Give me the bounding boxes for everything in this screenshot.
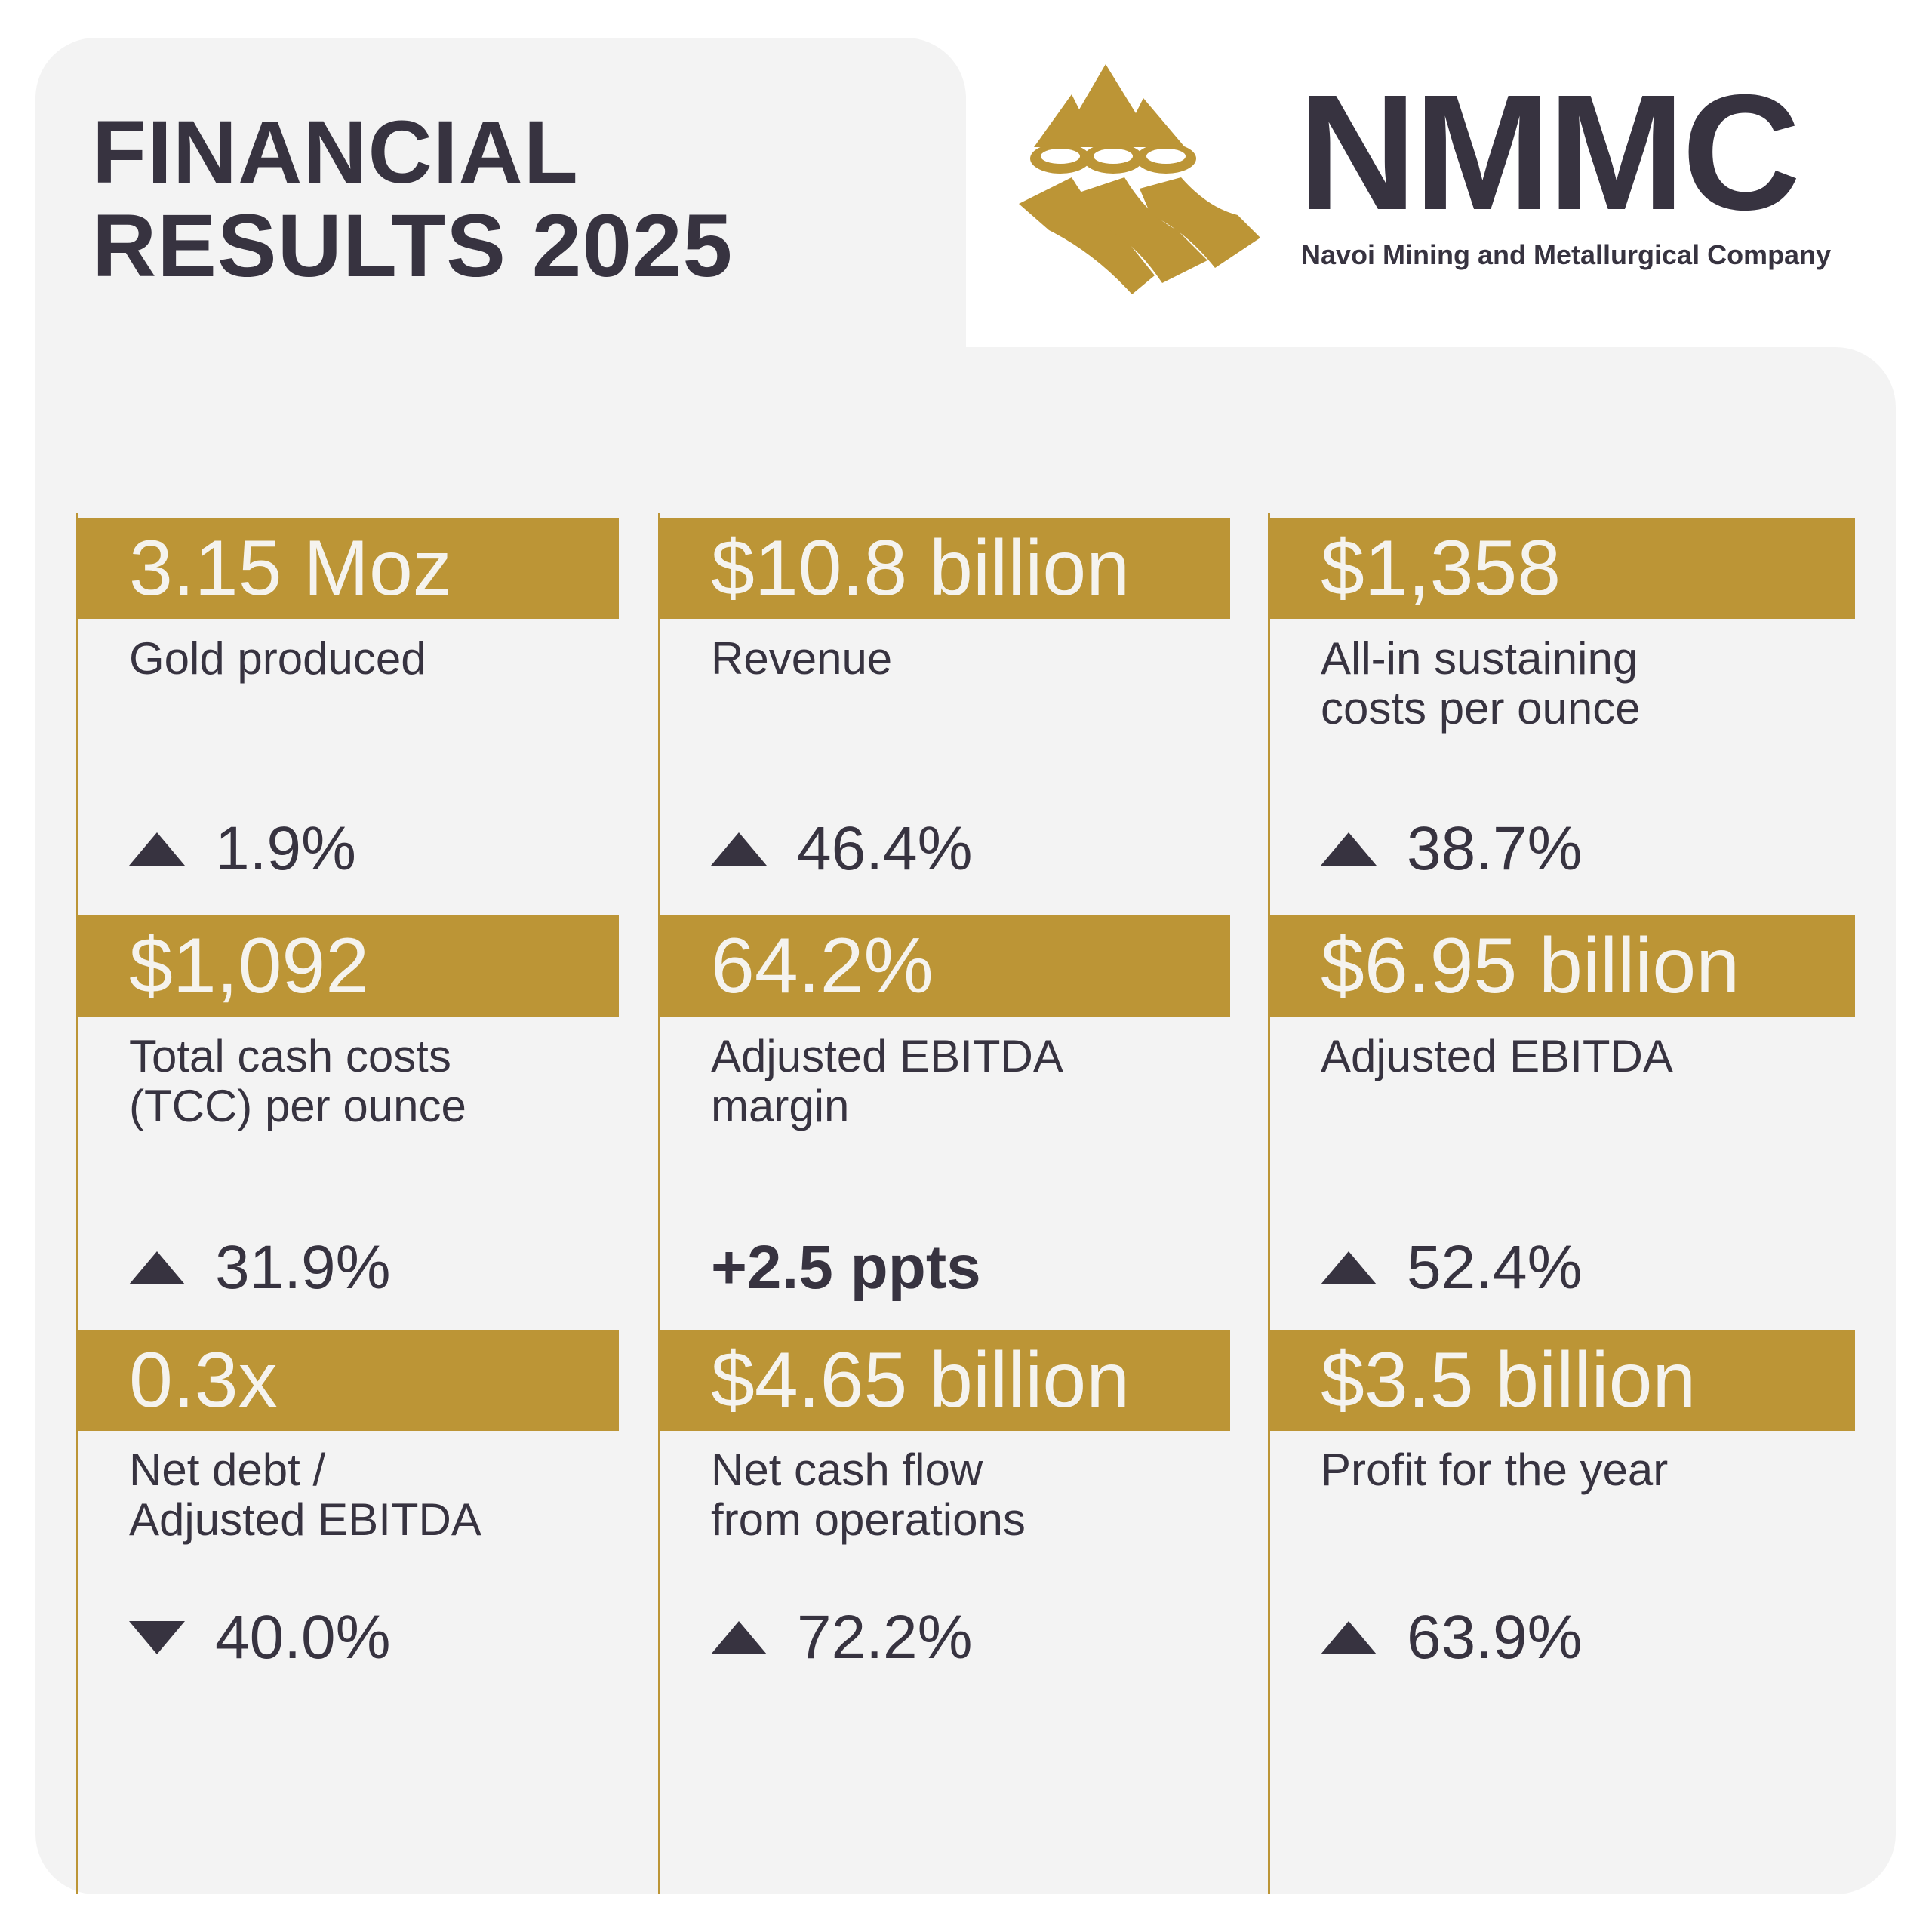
triangle-up-icon	[129, 832, 185, 866]
metric-label: Profit for the year	[1321, 1444, 1669, 1495]
metric-change: 40.0%	[129, 1604, 391, 1672]
metric-label: Revenue	[711, 633, 893, 684]
metric-value: 3.15 Moz	[76, 518, 619, 619]
triangle-up-icon	[1321, 832, 1377, 866]
metric-label: Total cash costs (TCC) per ounce	[129, 1031, 466, 1131]
nmmc-logo-icon	[1019, 64, 1260, 294]
metric-value: 0.3x	[76, 1330, 619, 1431]
metric-label: Adjusted EBITDA	[1321, 1031, 1673, 1081]
metric-label: Net debt / Adjusted EBITDA	[129, 1444, 481, 1545]
triangle-up-icon	[711, 1621, 767, 1654]
metric-change-value: 1.9%	[215, 814, 356, 883]
metric-change-value: 52.4%	[1407, 1233, 1583, 1302]
metric-change: 46.4%	[711, 815, 973, 883]
metric-change: 31.9%	[129, 1234, 391, 1302]
title-line-1: FINANCIAL	[92, 103, 579, 202]
triangle-down-icon	[129, 1621, 185, 1654]
metric-label: Adjusted EBITDA margin	[711, 1031, 1063, 1131]
column-divider	[76, 513, 78, 1894]
metric-change-value: 38.7%	[1407, 814, 1583, 883]
metric-value: $4.65 billion	[658, 1330, 1230, 1431]
brand-full-name: Navoi Mining and Metallurgical Company	[1301, 239, 1832, 270]
metric-value: $1,092	[76, 915, 619, 1017]
metric-label: All-in sustaining costs per ounce	[1321, 633, 1641, 734]
metric-value: 64.2%	[658, 915, 1230, 1017]
column-divider	[1268, 513, 1270, 1894]
metric-change: 1.9%	[129, 815, 356, 883]
metric-change-value: 40.0%	[215, 1603, 391, 1672]
metric-change-value: +2.5 ppts	[711, 1233, 981, 1302]
triangle-up-icon	[129, 1251, 185, 1284]
metric-label: Net cash flow from operations	[711, 1444, 1026, 1545]
metric-change-value: 72.2%	[797, 1603, 973, 1672]
metric-value: $3.5 billion	[1268, 1330, 1855, 1431]
metric-change-value: 63.9%	[1407, 1603, 1583, 1672]
metric-value: $10.8 billion	[658, 518, 1230, 619]
metric-change: 72.2%	[711, 1604, 973, 1672]
title-line-2: RESULTS 2025	[92, 196, 734, 296]
metric-value: $1,358	[1268, 518, 1855, 619]
triangle-up-icon	[1321, 1251, 1377, 1284]
triangle-up-icon	[711, 832, 767, 866]
triangle-up-icon	[1321, 1621, 1377, 1654]
metric-value: $6.95 billion	[1268, 915, 1855, 1017]
metric-change-value: 31.9%	[215, 1233, 391, 1302]
metric-change: 52.4%	[1321, 1234, 1583, 1302]
metric-label: Gold produced	[129, 633, 426, 684]
metric-change-value: 46.4%	[797, 814, 973, 883]
page-title: FINANCIAL RESULTS 2025	[92, 106, 733, 293]
metric-change: 38.7%	[1321, 815, 1583, 883]
column-divider	[658, 513, 660, 1894]
brand-name: NMMC	[1298, 61, 1801, 245]
metric-change: +2.5 ppts	[711, 1234, 981, 1302]
metric-change: 63.9%	[1321, 1604, 1583, 1672]
